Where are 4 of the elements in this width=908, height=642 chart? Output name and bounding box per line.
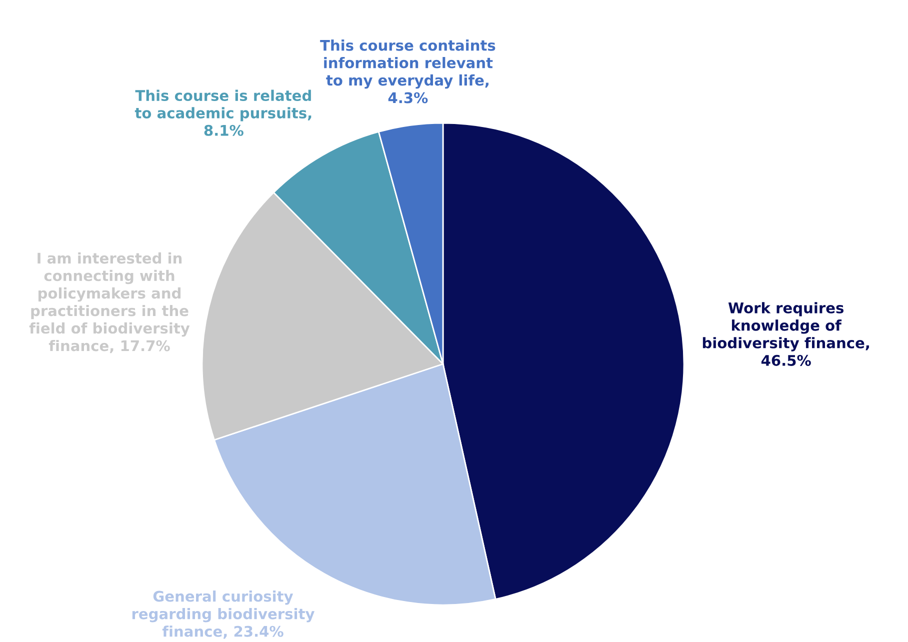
slice-label: Work requires knowledge of biodiversity finance, 46.5% — [702, 302, 869, 366]
slice-label: This course containts information relevant to my everyday life, 4.3% — [320, 40, 496, 104]
slice-label: General curiosity regarding biodiversity finance, 23.4% — [132, 590, 314, 639]
slice-label: This course is related to academic pursuits, 8.1% — [134, 90, 312, 136]
